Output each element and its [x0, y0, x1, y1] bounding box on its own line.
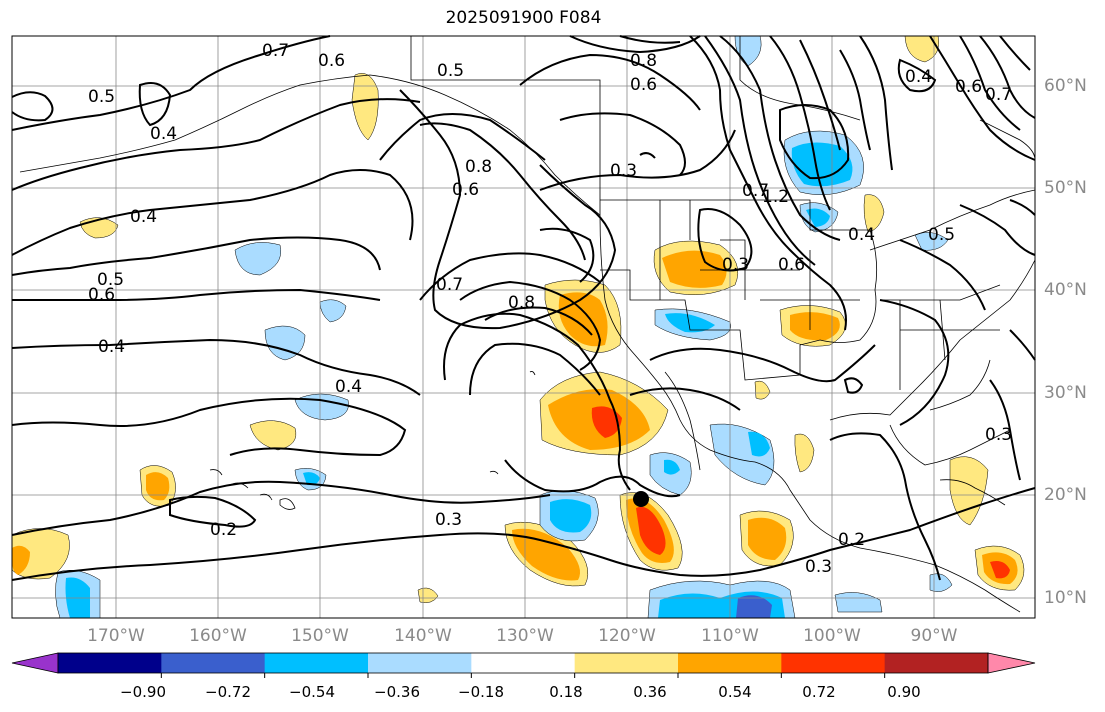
contour-label: 0.4	[130, 207, 157, 227]
colorbar-segment	[678, 653, 782, 673]
lat-label: 60°N	[1044, 76, 1087, 96]
lon-label: 110°W	[701, 626, 759, 646]
lon-label: 150°W	[291, 626, 349, 646]
contour-label: 0.5	[928, 225, 955, 245]
colorbar-segment	[161, 653, 266, 673]
contour-label: 0.3	[722, 255, 749, 275]
contour-labels: 0.7 0.6 0.5 0.5 0.4 0.8 0.6 0.3 0.6 0.8 …	[88, 41, 1012, 577]
colorbar-tick-label: 0.18	[549, 683, 583, 701]
graticule	[12, 36, 1035, 618]
contour-label: 0.6	[88, 285, 115, 305]
colorbar-tick-label: 0.72	[802, 683, 836, 701]
contour-label: 0.7	[742, 181, 769, 201]
contour-label: 0.4	[335, 377, 362, 397]
lon-label: 140°W	[394, 626, 452, 646]
contour-label: 1.2	[762, 187, 789, 207]
contour-label: 0.2	[210, 520, 237, 540]
lon-label: 100°W	[803, 626, 861, 646]
contour-label: 0.6	[778, 255, 805, 275]
contour-label: 0.3	[985, 425, 1012, 445]
colorbar-segment	[781, 653, 886, 673]
contour-label: 0.3	[610, 161, 637, 181]
contour-label: 0.6	[630, 75, 657, 95]
contour-label: 0.4	[150, 124, 177, 144]
contour-label: 0.7	[985, 85, 1012, 105]
lat-label: 30°N	[1044, 383, 1087, 403]
colorbar-segment	[574, 653, 679, 673]
lon-label: 170°W	[87, 626, 145, 646]
lon-label: 120°W	[598, 626, 656, 646]
contour-label: 0.5	[437, 61, 464, 81]
contour-label: 0.7	[262, 41, 289, 61]
colorbar-extend-low	[11, 652, 59, 674]
lat-label: 50°N	[1044, 178, 1087, 198]
colorbar	[11, 652, 1036, 678]
contour-label: 0.4	[905, 67, 932, 87]
contour-label: 0.6	[955, 77, 982, 97]
storm-center-marker	[633, 491, 649, 507]
contour-lines	[11, 35, 1036, 581]
colorbar-tick-label: −0.72	[205, 683, 251, 701]
colorbar-tick-label: −0.36	[374, 683, 420, 701]
contour-label: 0.6	[318, 51, 345, 71]
contour-label: 0.8	[508, 293, 535, 313]
contour-label: 0.3	[805, 557, 832, 577]
lon-label: 160°W	[189, 626, 247, 646]
colorbar-tick-label: 0.90	[887, 683, 921, 701]
colorbar-segment	[368, 653, 472, 673]
map-frame	[11, 35, 1036, 619]
contour-label: 0.7	[436, 275, 463, 295]
contour-label: 0.2	[838, 530, 865, 550]
contour-label: 0.5	[88, 87, 115, 107]
contour-label: 0.4	[98, 337, 125, 357]
contour-label: 0.5	[97, 270, 124, 290]
colorbar-segment	[884, 653, 989, 673]
lat-label: 40°N	[1044, 280, 1087, 300]
colorbar-tick-label: 0.36	[633, 683, 667, 701]
colorbar-tick-label: −0.90	[120, 683, 166, 701]
colorbar-segment	[58, 653, 162, 673]
colorbar-outline	[57, 652, 989, 674]
colorbar-segment	[471, 653, 576, 673]
map-title: 2025091900 F084	[445, 8, 602, 28]
contour-label: 0.6	[452, 180, 479, 200]
lat-label: 20°N	[1044, 485, 1087, 505]
colorbar-segment	[264, 653, 369, 673]
contour-label: 0.3	[435, 510, 462, 530]
lon-label: 130°W	[496, 626, 554, 646]
colorbar-tick-label: −0.18	[458, 683, 504, 701]
lon-label: 90°W	[910, 626, 958, 646]
contour-label: 0.4	[848, 225, 875, 245]
colorbar-extend-high	[987, 652, 1036, 674]
colorbar-tick-label: 0.54	[718, 683, 752, 701]
contour-label: 0.8	[630, 51, 657, 71]
lat-label: 10°N	[1044, 588, 1087, 608]
colorbar-tick-label: −0.54	[289, 683, 335, 701]
contour-label: 0.8	[465, 157, 492, 177]
